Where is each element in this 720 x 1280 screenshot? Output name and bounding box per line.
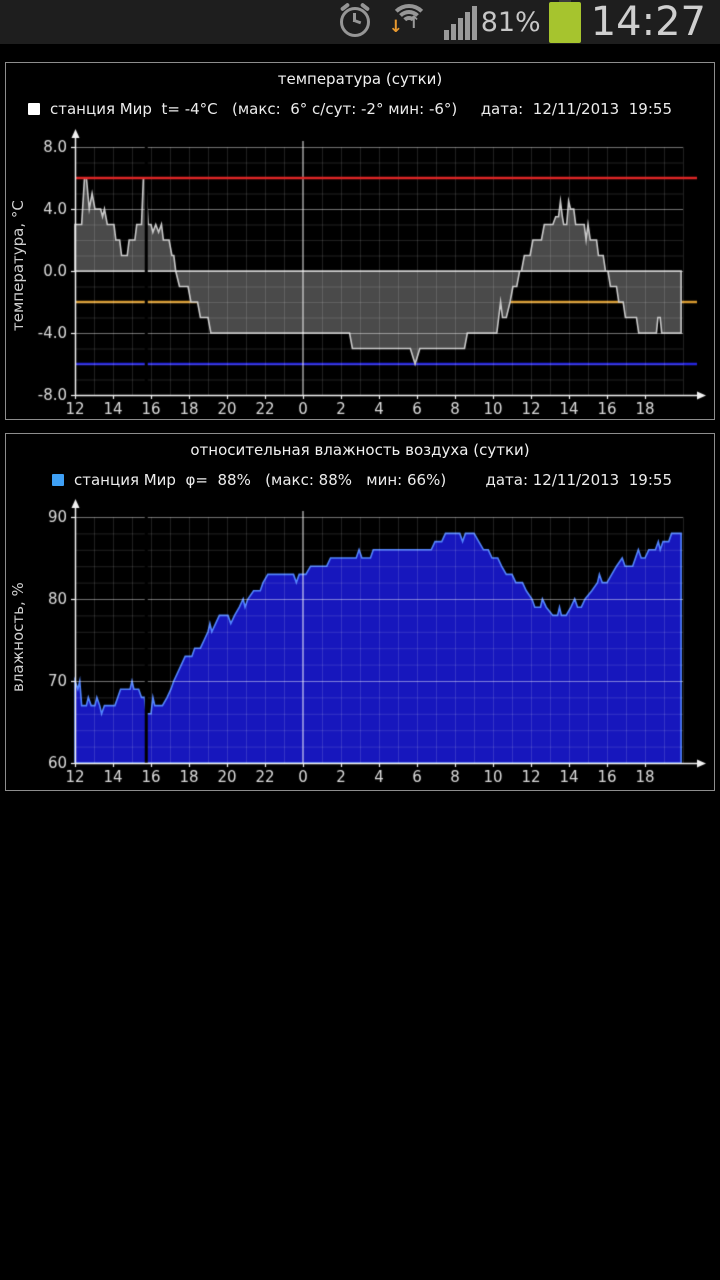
y-axis-label: влажность, % xyxy=(9,582,27,692)
chart-title: температура (сутки) xyxy=(277,70,443,88)
signal-strength-icon xyxy=(442,4,477,40)
legend-marker xyxy=(52,474,64,486)
legend-station: станция Мир xyxy=(50,100,152,118)
alarm-bell-icon xyxy=(359,2,370,12)
legend-station: станция Мир xyxy=(74,471,176,489)
clock-time: 14:27 xyxy=(590,0,706,45)
wifi-icon: ↓ ↑ xyxy=(386,4,432,40)
temperature-chart-panel: температура (сутки) станция Мир t= -4°C … xyxy=(5,62,715,420)
status-bar[interactable]: ↓ ↑ 81% 14:27 xyxy=(0,0,720,48)
legend-date: дата: 12/11/2013 19:55 xyxy=(485,471,672,489)
humidity-chart-canvas[interactable] xyxy=(6,434,714,788)
humidity-chart-panel: относительная влажность воздуха (сутки) … xyxy=(5,433,715,791)
legend: станция Мир φ= 88% (макс: 88% мин: 66%) … xyxy=(6,471,714,489)
legend-marker xyxy=(28,103,40,115)
battery-icon xyxy=(548,0,581,43)
legend-current-value: φ= 88% xyxy=(185,471,251,489)
wifi-download-arrow-icon: ↓ xyxy=(388,17,403,37)
battery-percent: 81% xyxy=(480,6,541,38)
wifi-upload-arrow-icon: ↑ xyxy=(406,13,421,33)
legend-date: дата: 12/11/2013 19:55 xyxy=(480,100,672,118)
y-axis-label: температура, °C xyxy=(9,200,27,332)
legend-stats: (макс: 88% мин: 66%) xyxy=(265,471,447,489)
legend: станция Мир t= -4°C (макс: 6° с/сут: -2°… xyxy=(6,100,714,118)
chart-title: относительная влажность воздуха (сутки) xyxy=(190,441,530,459)
alarm-bell-icon xyxy=(339,2,350,12)
legend-current-value: t= -4°C xyxy=(161,100,218,118)
temperature-chart-canvas[interactable] xyxy=(6,63,714,417)
legend-stats: (макс: 6° с/сут: -2° мин: -6°) xyxy=(231,100,458,118)
alarm-icon xyxy=(339,2,370,37)
